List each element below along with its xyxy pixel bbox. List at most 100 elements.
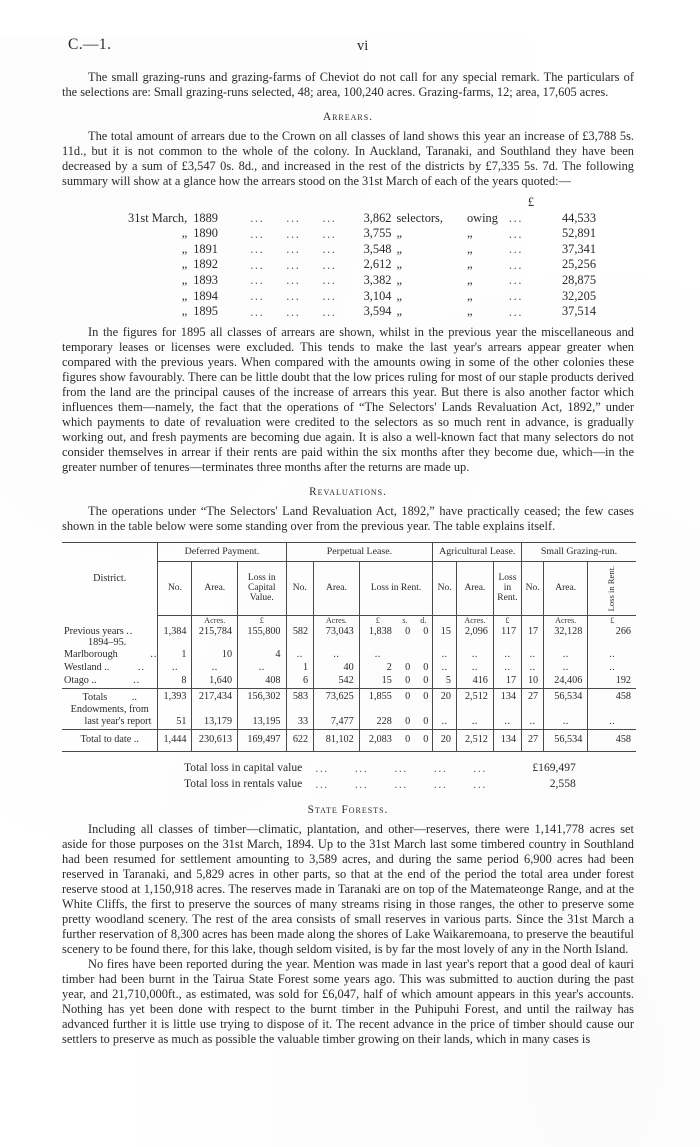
cell-sg-area: 56,534 — [543, 688, 588, 705]
table-row-continuation: 1894–95. — [62, 638, 636, 649]
table-row: Previous years .. 1,384 215,784 155,800 … — [62, 625, 636, 639]
cell-al-loss: .. — [492, 715, 522, 730]
cell-sg-area: 32,128 — [543, 625, 588, 639]
cell-sg-no: .. — [521, 661, 544, 675]
cell-al-no: 5 — [432, 674, 457, 689]
cell-pl-area: 542 — [313, 674, 360, 689]
leader-dots: ... — [322, 211, 337, 226]
table-row: Westland .. .. .. .. .. 1 40 2 0 0 .. ..… — [62, 661, 636, 675]
arrears-word-selectors: „ — [396, 304, 402, 319]
cell-al-loss: 134 — [492, 688, 522, 705]
arrears-year: 1891 — [193, 241, 218, 256]
cell-sg-no: 10 — [521, 674, 544, 689]
cell-dp-no: 1,384 — [157, 625, 192, 639]
footer-total-row: Total loss in capital value ... ... ... … — [184, 761, 576, 777]
cell-sg-area: .. — [543, 648, 588, 662]
arrears-year: 1889 — [193, 210, 218, 225]
body-column: The small grazing-runs and grazing-farms… — [62, 70, 634, 534]
unit-sg-area: Acres. — [543, 615, 588, 626]
table-footer-totals: Total loss in capital value ... ... ... … — [62, 761, 636, 794]
arrears-date: „ — [181, 241, 188, 256]
cell-sg-area: .. — [543, 715, 588, 730]
arrears-word-owing: „ — [466, 257, 473, 272]
arrears-amount: 32,205 — [561, 288, 597, 303]
arrears-word-owing: „ — [466, 288, 473, 303]
leader-dots: ... — [473, 777, 487, 791]
cell-al-area: 2,512 — [455, 688, 494, 705]
cell-pl-pounds: 1,855 — [358, 688, 396, 705]
cell-al-no: .. — [432, 715, 457, 730]
arrears-word-selectors: „ — [396, 226, 402, 241]
table-units-row: Acres. £ Acres. £ s. d. Acres. £ Acres. … — [62, 615, 636, 626]
units-spacer — [62, 616, 158, 626]
cell-al-area: 2,096 — [455, 625, 494, 639]
cell-al-no: .. — [432, 661, 457, 675]
cell-al-loss: 134 — [492, 729, 522, 752]
leader-dots: ... — [322, 289, 337, 304]
cell-dp-area: .. — [191, 661, 238, 675]
cell-pl-pounds: 2,083 — [358, 729, 396, 752]
arrears-discussion-paragraph: In the figures for 1895 all classes of a… — [62, 324, 634, 474]
running-head: C.—1. vi — [0, 36, 700, 70]
arrears-amount: 37,341 — [561, 241, 597, 256]
group-header-perpetual-lease: Perpetual Lease. — [285, 541, 433, 563]
cell-pl-area: .. — [313, 648, 360, 662]
cell-sg-no: 17 — [521, 625, 544, 639]
arrears-selector-count: 3,104 — [363, 288, 392, 303]
leader-dots: ... — [250, 257, 265, 272]
unit-sg-loss: £ — [587, 615, 636, 626]
arrears-year: 1890 — [193, 226, 218, 241]
footer-total-label: Total loss in rentals value — [184, 776, 303, 790]
column-header-dp-no: No. — [157, 561, 192, 617]
leader-dots: ... — [473, 761, 487, 775]
unit-sg-no — [521, 615, 544, 626]
leader-dots: ... — [286, 273, 301, 288]
cell-pl-no: 582 — [285, 625, 314, 639]
cell-pl-pence: 0 — [414, 715, 433, 730]
cell-pl-no: 583 — [285, 688, 314, 705]
cell-dp-loss: 155,800 — [237, 625, 286, 639]
arrears-word-selectors: „ — [396, 257, 402, 272]
arrears-paragraph: The total amount of arrears due to the C… — [62, 129, 634, 188]
endowments-label-line2: last year's report — [62, 715, 158, 730]
cell-dp-no: .. — [157, 661, 192, 675]
arrears-date: „ — [181, 257, 188, 272]
table-totals-row: Totals .. 1,393 217,434 156,302 583 73,6… — [62, 688, 636, 705]
leader-dots: ... — [508, 289, 524, 304]
column-header-district: District. — [62, 541, 158, 616]
document-page: C.—1. vi The small grazing-runs and graz… — [0, 36, 700, 1147]
vertical-label-loss-in-rent: Loss in Rent. — [606, 565, 617, 612]
arrears-date: „ — [181, 288, 188, 303]
revaluations-paragraph: The operations under “The Selectors' Lan… — [62, 503, 634, 533]
arrears-word-selectors: „ — [396, 288, 402, 303]
cell-sg-loss: 192 — [587, 674, 636, 689]
unit-pl-pence: d. — [420, 616, 427, 626]
arrears-amount: 25,256 — [561, 257, 597, 272]
cell-dp-no: 1,444 — [157, 729, 192, 752]
cell-pl-shillings: 0 — [395, 715, 415, 730]
arrears-amount-header: £ — [527, 195, 535, 209]
cell-al-no: 15 — [432, 625, 457, 639]
cell-dp-area: 1,640 — [191, 674, 238, 689]
cell-al-loss: .. — [492, 661, 522, 675]
arrears-word-selectors: „ — [396, 272, 402, 287]
leader-dots: ... — [286, 304, 301, 319]
cell-pl-pence: 0 — [423, 690, 429, 702]
column-header-dp-loss-capital-value: Loss in Capital Value. — [237, 561, 286, 617]
leader-dots: ... — [322, 257, 337, 272]
cell-pl-pounds: .. — [358, 648, 396, 662]
cell-dp-loss: 169,497 — [237, 729, 286, 752]
cell-pl-pounds: 1,838 — [358, 625, 396, 639]
revaluations-table-container: District. Deferred Payment. Perpetual Le… — [62, 541, 636, 794]
cell-pl-shillings — [396, 649, 414, 662]
cell-pl-pence — [414, 649, 433, 662]
group-header-agricultural-lease: Agricultural Lease. — [432, 541, 522, 563]
cell-pl-pence: 0 — [423, 662, 429, 674]
state-forests-section: State Forests. Including all classes of … — [62, 804, 634, 1047]
cell-dp-area: 215,784 — [191, 625, 238, 639]
row-leader-dots: .. — [133, 675, 141, 687]
unit-al-no — [432, 615, 457, 626]
arrears-year: 1893 — [193, 272, 218, 287]
cell-sg-loss: .. — [587, 715, 636, 730]
unit-dp-loss: £ — [237, 615, 286, 626]
